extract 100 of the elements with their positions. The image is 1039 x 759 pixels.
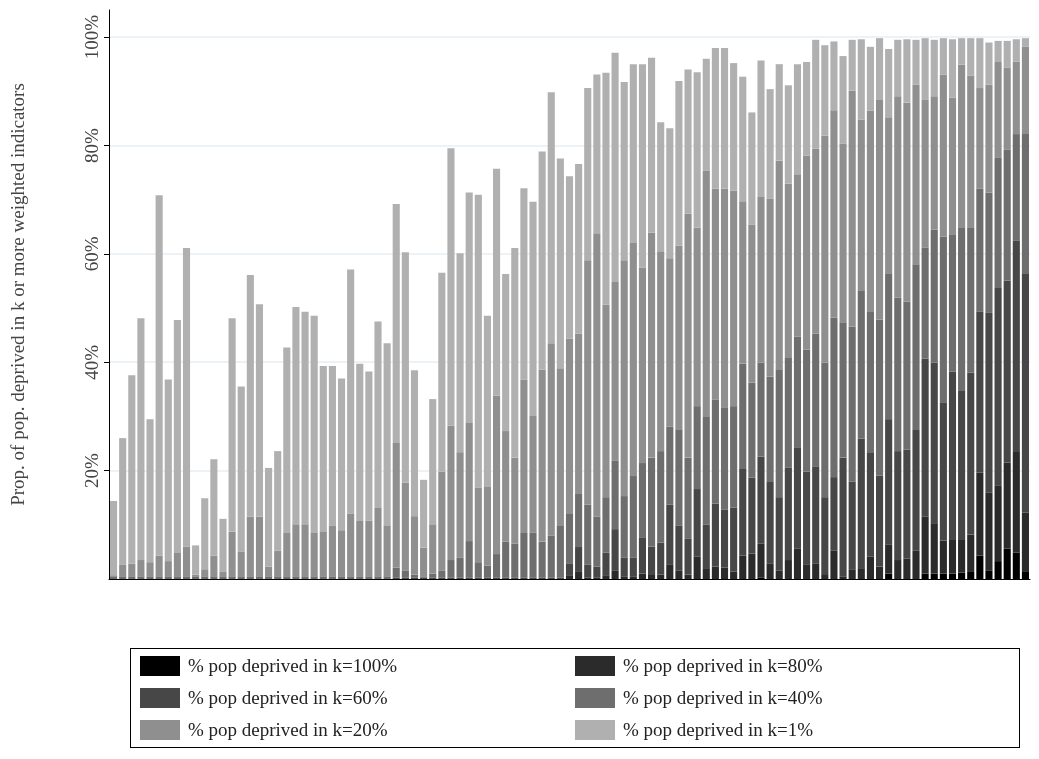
bar bbox=[912, 264, 920, 430]
bar bbox=[958, 227, 966, 391]
bar bbox=[255, 304, 264, 517]
bar bbox=[210, 576, 218, 579]
bar bbox=[903, 39, 911, 103]
bar bbox=[575, 571, 583, 579]
bar bbox=[894, 96, 902, 298]
bar bbox=[611, 460, 619, 530]
bar bbox=[730, 507, 738, 572]
bar bbox=[337, 378, 346, 531]
y-tick-label: 40% bbox=[81, 344, 102, 380]
bar bbox=[830, 477, 838, 551]
bar bbox=[301, 524, 309, 577]
bar bbox=[556, 158, 564, 369]
bar bbox=[575, 493, 583, 548]
bar bbox=[730, 571, 738, 579]
bar bbox=[547, 92, 555, 344]
bar bbox=[283, 576, 291, 579]
bar bbox=[201, 498, 209, 570]
bar bbox=[793, 548, 802, 579]
bar bbox=[793, 336, 802, 448]
bar bbox=[511, 543, 519, 578]
bar bbox=[292, 306, 300, 525]
bar bbox=[201, 576, 209, 579]
bar bbox=[401, 570, 409, 578]
y-axis-title: Prop. of pop. deprived in k or more weighted indicators bbox=[7, 83, 28, 506]
bar bbox=[611, 570, 619, 579]
legend-label: % pop deprived in k=60% bbox=[188, 687, 388, 709]
bar bbox=[848, 481, 856, 570]
bar bbox=[684, 538, 692, 575]
bar bbox=[492, 168, 501, 396]
bar bbox=[985, 312, 993, 493]
bar bbox=[994, 40, 1002, 63]
bar bbox=[173, 319, 181, 553]
bar bbox=[283, 532, 291, 577]
bar bbox=[1012, 39, 1020, 62]
bar bbox=[720, 407, 729, 510]
bar bbox=[201, 569, 209, 577]
bar bbox=[638, 463, 647, 538]
bar bbox=[356, 521, 364, 577]
bar bbox=[757, 456, 765, 544]
bar bbox=[602, 72, 610, 305]
bar bbox=[912, 39, 920, 85]
bar bbox=[228, 318, 236, 532]
bar bbox=[857, 568, 865, 579]
bar bbox=[748, 224, 756, 383]
bar bbox=[1003, 280, 1011, 463]
bar bbox=[711, 566, 719, 579]
bar bbox=[885, 544, 893, 574]
bar bbox=[994, 485, 1002, 562]
bar bbox=[985, 492, 993, 571]
bar bbox=[921, 516, 929, 574]
bar bbox=[748, 477, 756, 554]
bar bbox=[128, 563, 136, 577]
bar bbox=[857, 290, 865, 439]
bar bbox=[948, 539, 957, 574]
bar bbox=[711, 188, 719, 400]
bar bbox=[903, 301, 911, 450]
bar bbox=[520, 532, 528, 578]
bar bbox=[875, 566, 884, 579]
bar bbox=[401, 252, 409, 483]
bar bbox=[775, 570, 783, 579]
bar bbox=[757, 543, 765, 578]
bar bbox=[192, 545, 200, 575]
bar bbox=[164, 379, 172, 562]
bar bbox=[885, 419, 893, 545]
bar bbox=[657, 451, 665, 543]
bar bbox=[602, 497, 610, 553]
bar bbox=[939, 38, 947, 75]
bar bbox=[675, 429, 683, 526]
bar bbox=[565, 563, 574, 576]
bar bbox=[347, 269, 355, 514]
bar bbox=[848, 39, 856, 91]
bar bbox=[711, 47, 719, 189]
bar bbox=[456, 557, 464, 578]
bar bbox=[921, 247, 929, 359]
bar bbox=[967, 75, 975, 228]
bar bbox=[803, 349, 811, 472]
bar bbox=[976, 88, 984, 189]
bar bbox=[210, 555, 218, 577]
bar bbox=[1003, 40, 1011, 68]
bar bbox=[228, 531, 236, 577]
bar bbox=[994, 62, 1002, 158]
bar bbox=[739, 363, 747, 469]
bar bbox=[939, 236, 947, 403]
bar bbox=[976, 472, 984, 556]
bar bbox=[702, 568, 710, 579]
bar bbox=[839, 457, 847, 577]
bar bbox=[128, 375, 136, 564]
bar bbox=[611, 529, 619, 571]
bar bbox=[657, 251, 665, 452]
bar bbox=[848, 90, 856, 327]
bar bbox=[292, 576, 300, 579]
bar bbox=[766, 89, 774, 199]
legend-label: % pop deprived in k=1% bbox=[623, 719, 814, 741]
bar bbox=[328, 366, 336, 526]
bar bbox=[611, 52, 619, 283]
bar bbox=[565, 575, 574, 579]
bar bbox=[182, 247, 191, 547]
legend-label: % pop deprived in k=40% bbox=[623, 687, 823, 709]
